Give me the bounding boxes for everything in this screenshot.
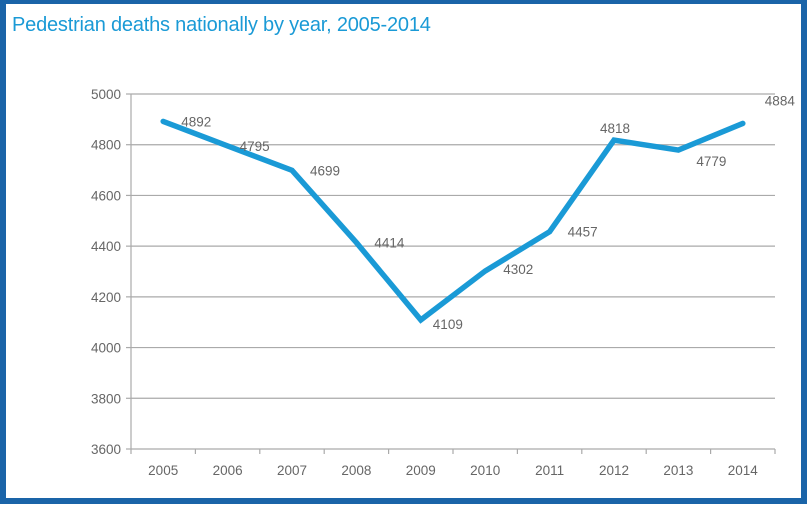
y-tick-label: 4400 — [91, 239, 121, 254]
series-line — [160, 118, 746, 324]
x-tick-label: 2009 — [406, 463, 436, 478]
data-label: 4795 — [240, 139, 270, 154]
y-tick-label: 3800 — [91, 391, 121, 406]
y-tick-label: 4200 — [91, 290, 121, 305]
x-tick-label: 2006 — [213, 463, 243, 478]
y-tick-label: 4600 — [91, 188, 121, 203]
data-label: 4699 — [310, 163, 340, 178]
data-label: 4779 — [696, 154, 726, 169]
data-label: 4414 — [374, 236, 405, 251]
y-tick-label: 3600 — [91, 442, 121, 457]
x-tick-label: 2012 — [599, 463, 629, 478]
y-tick-label: 4000 — [91, 341, 121, 356]
x-tick-label: 2005 — [148, 463, 178, 478]
x-tick-label: 2013 — [663, 463, 693, 478]
x-tick-label: 2007 — [277, 463, 307, 478]
x-tick-label: 2008 — [341, 463, 371, 478]
data-label: 4109 — [433, 317, 463, 332]
y-tick-label: 5000 — [91, 87, 121, 102]
chart-title: Pedestrian deaths nationally by year, 20… — [12, 14, 431, 36]
data-label: 4892 — [181, 114, 211, 129]
data-label: 4884 — [765, 93, 796, 108]
data-label: 4302 — [503, 262, 533, 277]
data-label: 4818 — [600, 121, 630, 136]
y-tick-label: 4800 — [91, 138, 121, 153]
x-tick-label: 2011 — [535, 463, 564, 478]
data-label: 4457 — [568, 225, 598, 240]
x-tick-label: 2010 — [470, 463, 500, 478]
x-tick-label: 2014 — [728, 463, 759, 478]
